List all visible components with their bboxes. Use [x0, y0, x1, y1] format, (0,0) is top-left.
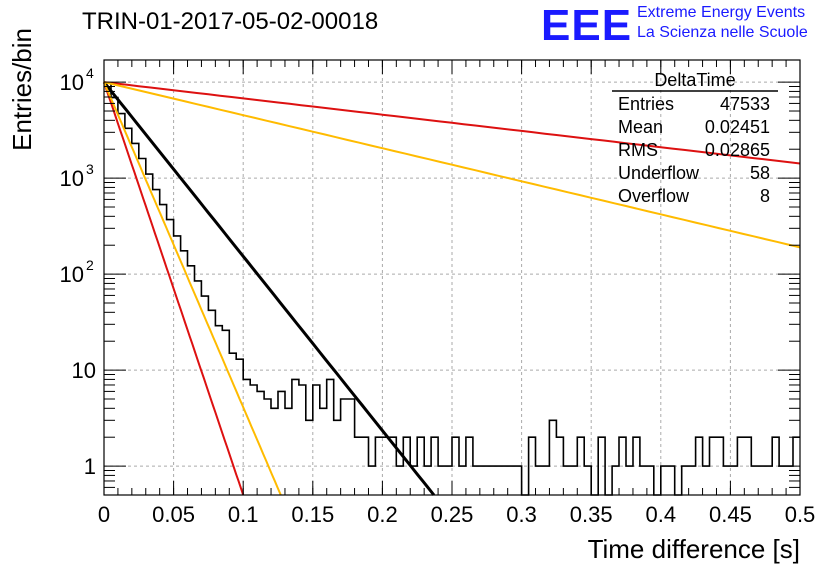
x-tick-label: 0.4 — [646, 502, 677, 527]
x-tick-label: 0.45 — [709, 502, 752, 527]
grid — [104, 60, 800, 495]
logo-line-1: Extreme Energy Events — [637, 4, 806, 21]
stats-label: Overflow — [618, 186, 690, 206]
curve-0 — [102, 81, 436, 496]
x-tick-label: 0.2 — [367, 502, 398, 527]
y-tick-exponent: 2 — [86, 257, 94, 273]
stats-label: RMS — [618, 140, 658, 160]
x-tick-label: 0.25 — [431, 502, 474, 527]
y-tick-exponent: 3 — [86, 161, 94, 177]
curve-4 — [103, 81, 801, 249]
chart-title: TRIN-01-2017-05-02-00018 — [82, 8, 379, 35]
stats-value: 0.02865 — [705, 140, 770, 160]
x-tick-label: 0.35 — [570, 502, 613, 527]
curve-1 — [103, 81, 245, 496]
x-tick-label: 0.15 — [291, 502, 334, 527]
y-tick-label: 10 — [60, 166, 84, 191]
eee-logo: EEE — [541, 1, 633, 50]
fit-curves — [102, 81, 801, 496]
logo-line-2: La Scienza nelle Scuole — [637, 24, 808, 41]
curve-3 — [103, 81, 801, 165]
x-tick-label: 0.1 — [228, 502, 259, 527]
x-tick-label: 0.5 — [785, 502, 816, 527]
stats-label: Underflow — [618, 163, 700, 183]
y-tick-label: 1 — [84, 454, 96, 479]
stats-label: Entries — [618, 94, 674, 114]
x-tick-label: 0.05 — [152, 502, 195, 527]
stats-value: 0.02451 — [705, 117, 770, 137]
x-axis-label: Time difference [s] — [588, 534, 800, 564]
stats-label: Mean — [618, 117, 663, 137]
curve-2 — [103, 81, 282, 496]
histogram — [104, 82, 800, 496]
stats-box: DeltaTime Entries 47533 Mean 0.02451 RMS 0.028… — [612, 70, 778, 206]
y-axis-label: Entries/bin — [7, 28, 37, 151]
stats-value: 47533 — [720, 94, 770, 114]
stats-value: 58 — [750, 163, 770, 183]
y-tick-exponent: 4 — [86, 65, 94, 81]
x-tick-label: 0.3 — [506, 502, 537, 527]
stats-title: DeltaTime — [654, 70, 735, 90]
histogram-outline — [104, 82, 800, 496]
y-tick-label: 10 — [60, 262, 84, 287]
y-tick-label: 10 — [72, 358, 96, 383]
stats-value: 8 — [760, 186, 770, 206]
axis-ticks: 0 0.05 0.1 0.15 0.2 0.25 0.3 0.35 0.4 0.45 0.5 1 10 1… — [7, 28, 815, 564]
y-tick-label: 10 — [60, 70, 84, 95]
x-tick-label: 0 — [98, 502, 110, 527]
